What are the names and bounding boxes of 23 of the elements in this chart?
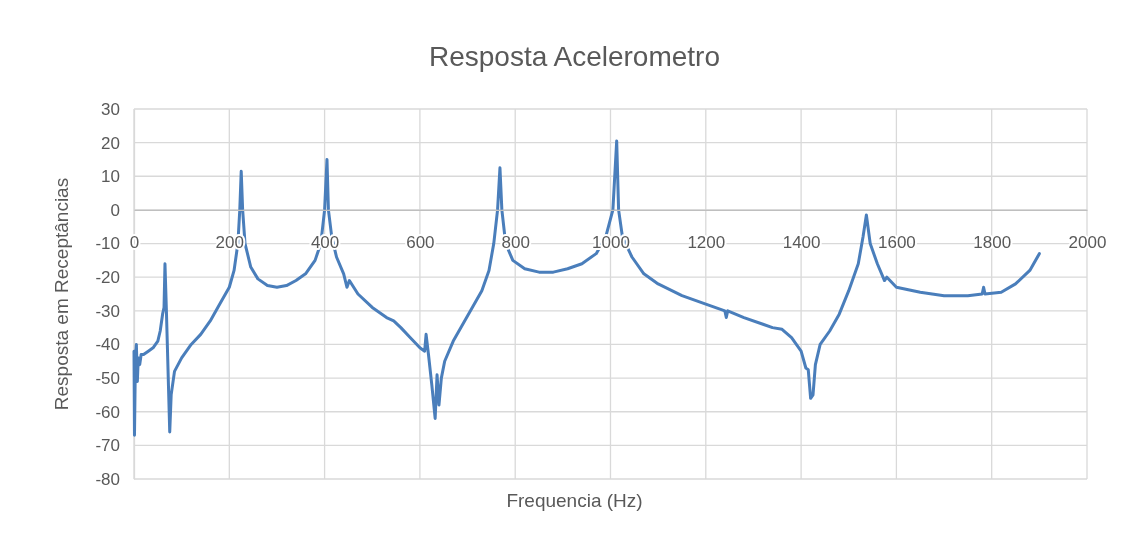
y-tick-label: -80 [95,469,120,489]
x-axis-title: Frequencia (Hz) [506,490,643,511]
y-tick-label: 0 [110,200,120,220]
y-tick-label: -40 [95,335,120,355]
y-tick-label: -10 [95,234,120,254]
y-tick-label: 30 [101,99,120,119]
x-tick-label: 0 [129,232,140,252]
y-tick-label: 20 [101,133,120,153]
x-tick-label: 2000 [1068,232,1107,252]
x-tick-label: 600 [406,232,435,252]
y-tick-label: -60 [95,402,120,422]
y-tick-label: -20 [95,268,120,288]
x-tick-label: 1600 [877,232,916,252]
y-tick-label: -50 [95,369,120,389]
chart-title: Resposta Acelerometro [428,41,721,72]
x-tick-label: 1200 [687,232,726,252]
line-series [132,139,1041,437]
y-axis-title: Resposta em Receptâncias [51,177,72,411]
x-tick-label: 1800 [973,232,1012,252]
y-tick-label: -70 [95,436,120,456]
x-tick-label: 1400 [782,232,821,252]
y-tick-label: 10 [101,167,120,187]
y-tick-label: -30 [95,301,120,321]
